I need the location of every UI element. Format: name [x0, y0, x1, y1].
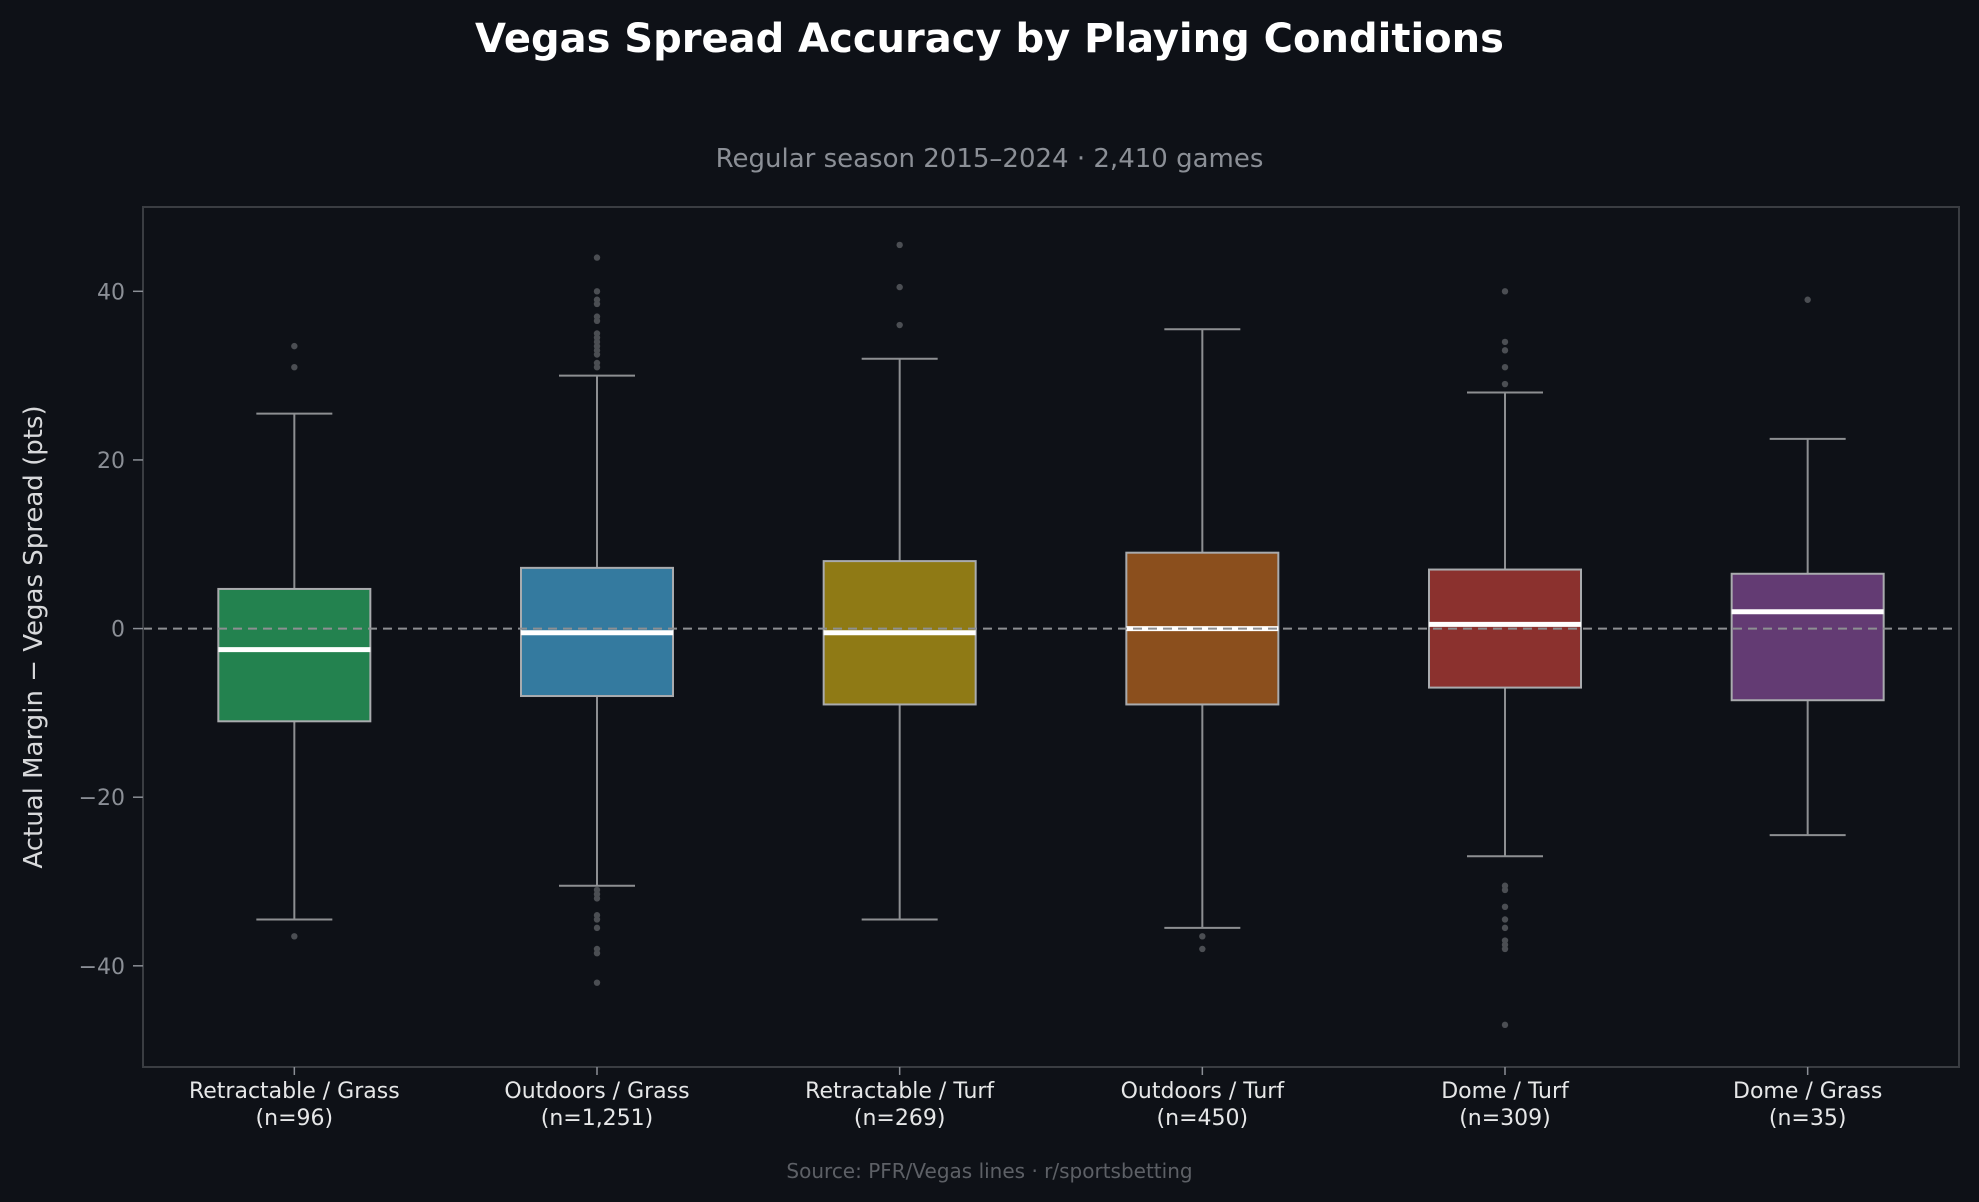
outlier-point [1199, 945, 1206, 953]
x-tick-count-label: (n=309) [1459, 1106, 1551, 1131]
outlier-point [1501, 363, 1509, 371]
chart-title: Vegas Spread Accuracy by Playing Conditi… [475, 16, 1504, 62]
outlier-point [1199, 933, 1206, 940]
box-group [1428, 288, 1582, 1029]
x-tick-label: Outdoors / Grass [504, 1079, 689, 1104]
x-tick-count-label: (n=450) [1157, 1106, 1249, 1131]
y-tick-label: −20 [79, 786, 125, 811]
x-axis-ticks: Retractable / Grass(n=96) Outdoors / Gras… [189, 1067, 1882, 1131]
iqr-box [217, 587, 372, 723]
x-tick-count-label: (n=96) [256, 1106, 334, 1131]
plot-frame [142, 206, 1960, 1068]
outlier-point [1501, 338, 1509, 346]
box-group [1730, 296, 1885, 837]
outlier-point [896, 241, 903, 249]
x-tick-count-label: (n=269) [854, 1106, 946, 1131]
outlier-point [1501, 1021, 1509, 1029]
outlier-point [1501, 288, 1509, 295]
outlier-point [896, 321, 903, 329]
y-tick-label: −40 [79, 955, 125, 980]
outlier-point [1501, 945, 1509, 953]
box-group [217, 342, 372, 940]
x-tick-label: Outdoors / Turf [1121, 1079, 1286, 1104]
iqr-box [1730, 572, 1885, 702]
x-tick-count-label: (n=35) [1769, 1106, 1847, 1131]
outlier-point [1804, 296, 1811, 303]
outlier-point [1501, 916, 1509, 923]
chart-subtitle: Regular season 2015–2024 · 2,410 games [716, 144, 1264, 174]
y-axis-ticks: 40 20 0 −20 −40 [79, 280, 143, 980]
outlier-point [593, 288, 601, 295]
plot-area [143, 241, 1959, 1029]
outlier-point [896, 283, 903, 291]
outlier-point [593, 895, 601, 902]
outlier-point [1501, 347, 1509, 354]
x-tick-count-label: (n=1,251) [541, 1106, 654, 1131]
box-group [520, 254, 674, 986]
y-tick-label: 0 [111, 618, 125, 643]
outlier-point [291, 342, 298, 350]
box-group [1125, 328, 1280, 953]
outlier-point [593, 363, 601, 371]
outlier-point [593, 317, 601, 325]
y-tick-label: 20 [97, 449, 125, 474]
outlier-point [593, 300, 601, 308]
outlier-point [291, 933, 298, 940]
outlier-point [1501, 380, 1509, 388]
x-tick-label: Retractable / Turf [805, 1079, 995, 1104]
outlier-point [593, 254, 601, 261]
outlier-point [593, 949, 601, 957]
y-tick-label: 40 [97, 280, 125, 305]
outlier-point [1501, 903, 1509, 911]
x-tick-label: Dome / Turf [1441, 1079, 1570, 1104]
box-group [822, 241, 977, 921]
source-note: Source: PFR/Vegas lines · r/sportsbettin… [786, 1159, 1192, 1183]
outlier-point [593, 351, 601, 358]
outlier-point [291, 363, 298, 371]
outlier-point [1501, 924, 1509, 932]
outlier-point [593, 924, 601, 932]
x-tick-label: Retractable / Grass [189, 1079, 400, 1104]
y-axis-label: Actual Margin − Vegas Spread (pts) [19, 405, 49, 868]
outlier-point [593, 979, 601, 986]
outlier-point [1501, 886, 1509, 894]
x-tick-label: Dome / Grass [1733, 1079, 1882, 1104]
outlier-point [593, 916, 601, 923]
